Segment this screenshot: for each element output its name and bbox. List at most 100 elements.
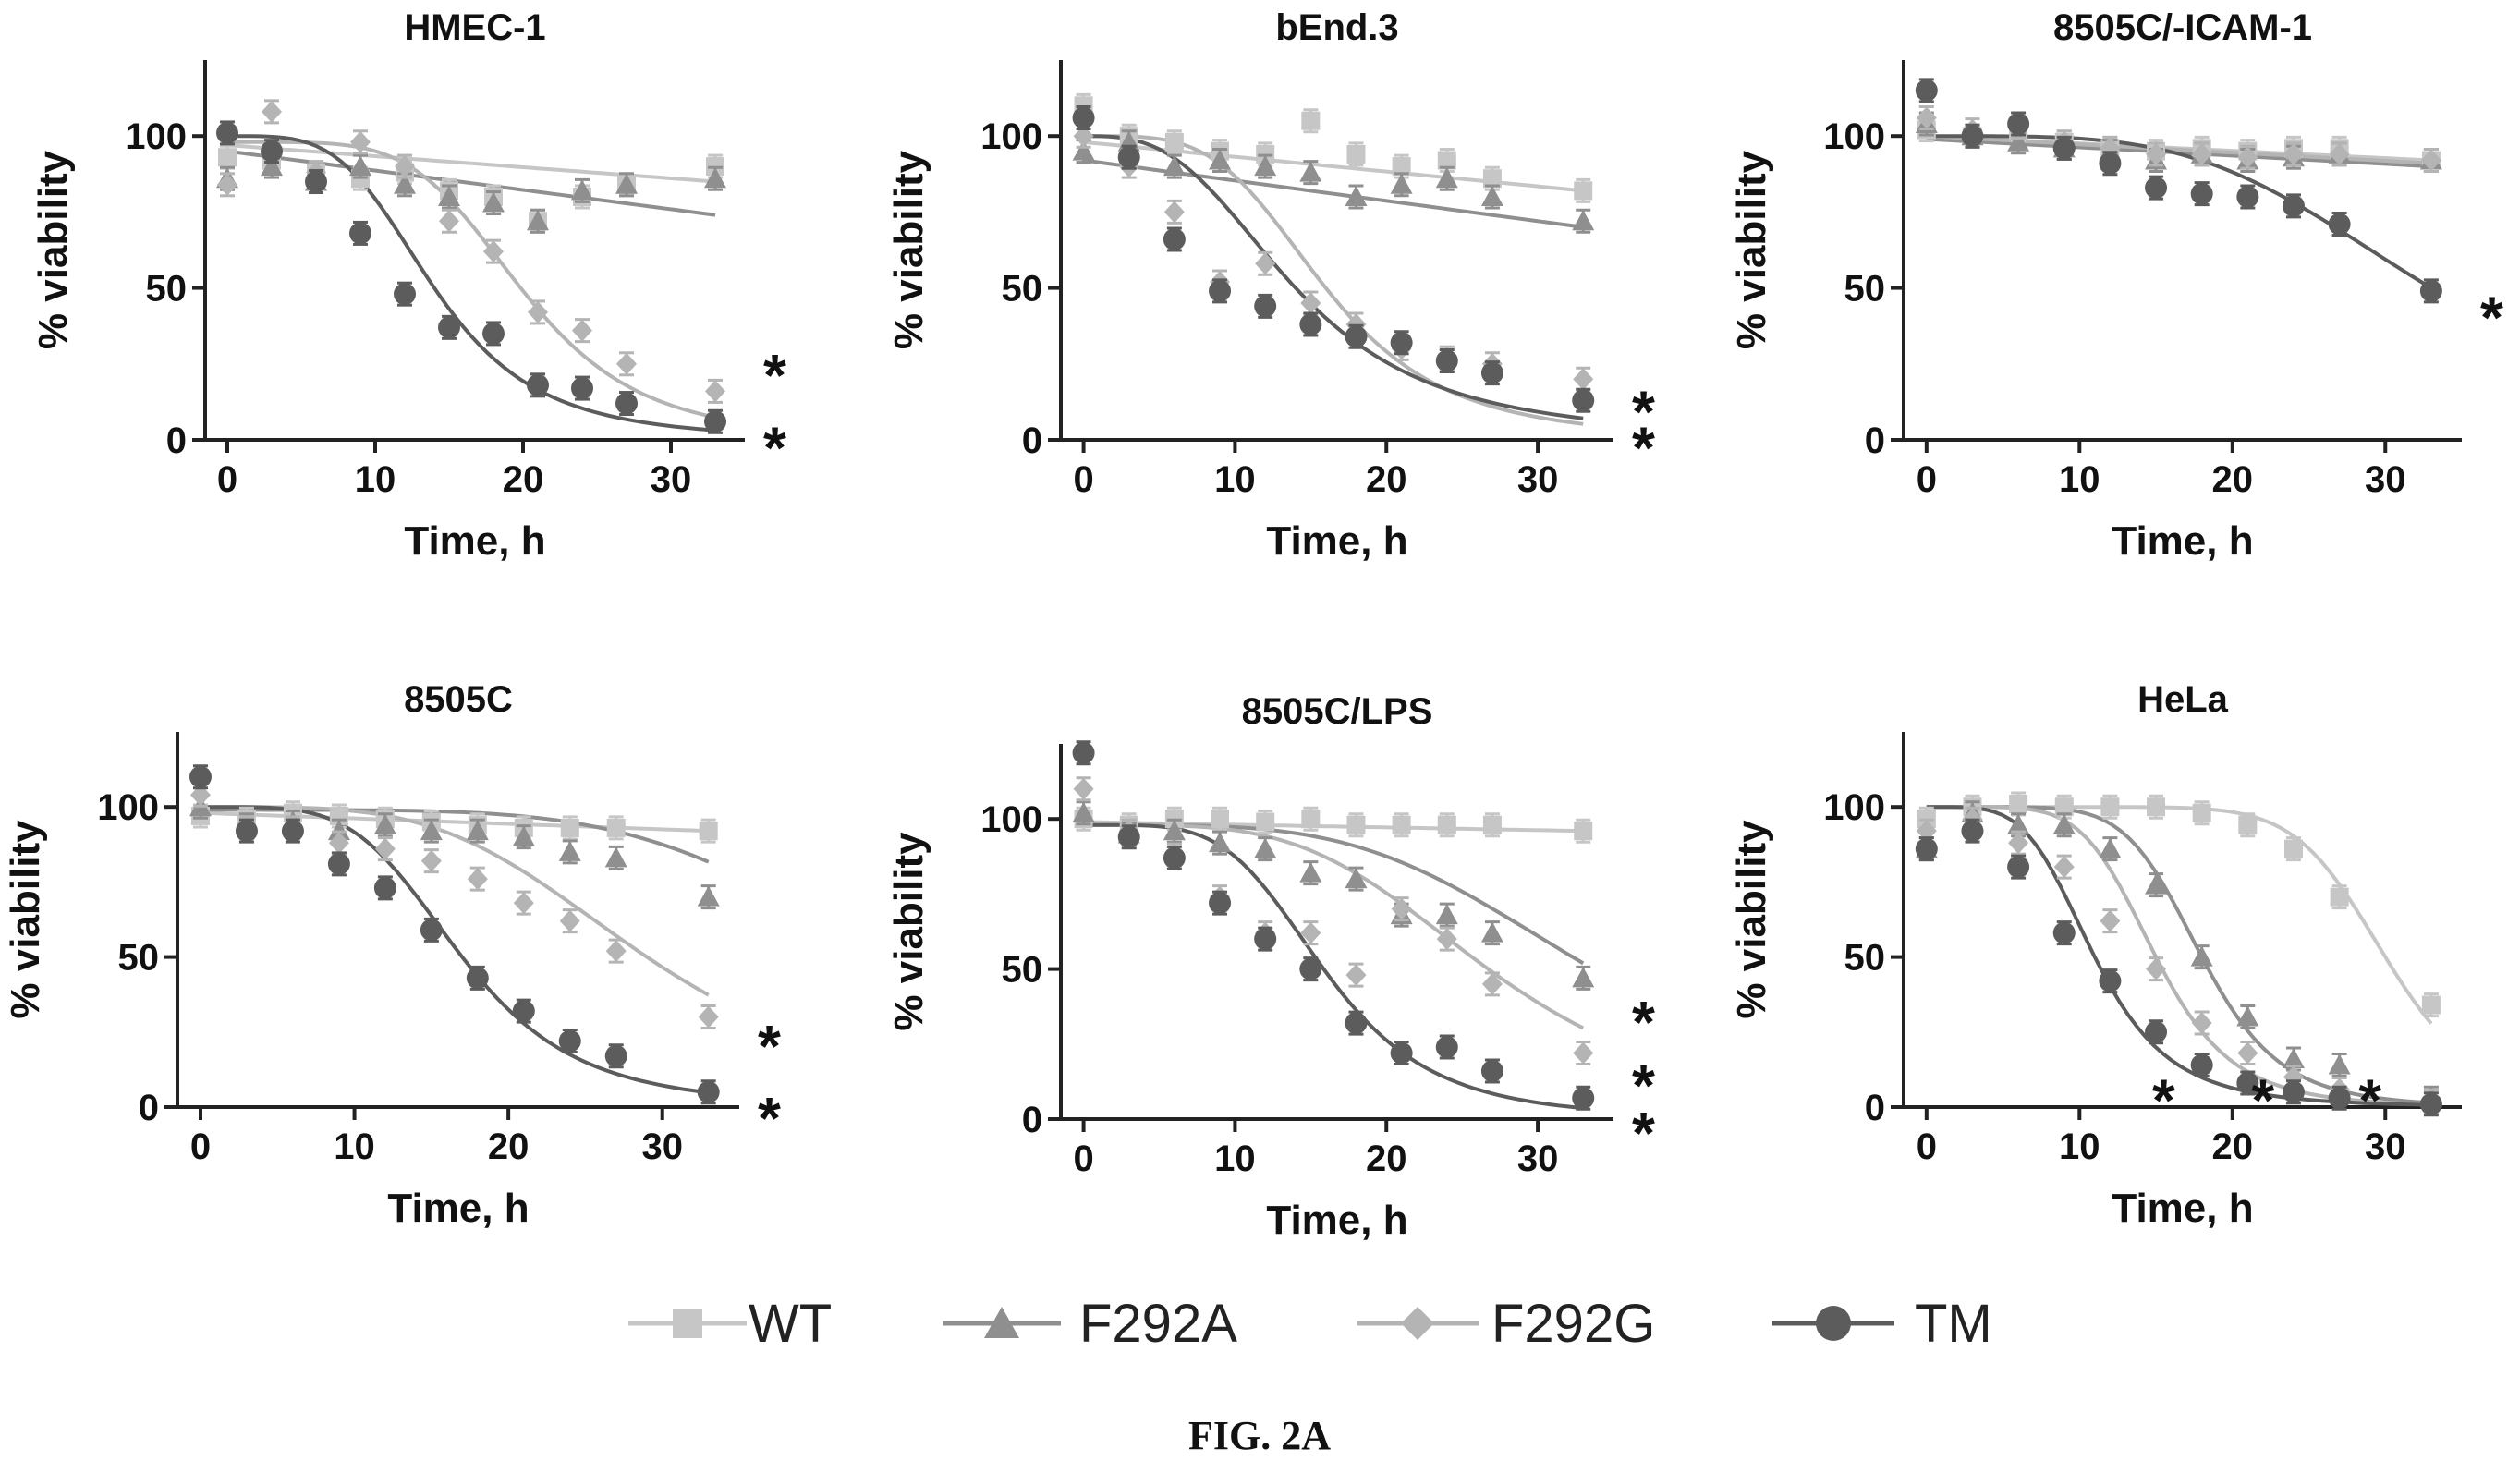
x-tick-label: 30 <box>1517 459 1559 500</box>
data-point-tm <box>420 919 443 942</box>
data-point-tm <box>438 316 460 339</box>
data-point-tm <box>1961 125 1984 148</box>
y-tick-label: 100 <box>1823 787 1885 828</box>
y-axis-label: % viability <box>1729 820 1774 1019</box>
significance-star: * <box>758 1085 781 1151</box>
data-point-f292a <box>327 820 350 841</box>
data-point-wt <box>1392 157 1411 177</box>
data-point-f292g <box>698 1005 719 1029</box>
y-tick-label: 50 <box>1844 269 1886 310</box>
data-point-tm <box>2190 1053 2213 1077</box>
significance-star: * <box>763 342 786 408</box>
data-point-f292g <box>1573 368 1594 391</box>
fit-curve-f292a <box>1926 805 2432 1105</box>
legend-label: F292A <box>1079 1294 1237 1354</box>
data-point-tm <box>2328 1087 2351 1110</box>
data-point-tm <box>1209 892 1232 915</box>
data-point-wt <box>1256 812 1275 832</box>
significance-star: * <box>2358 1067 2381 1134</box>
y-tick-label: 100 <box>980 799 1042 840</box>
data-point-f292g <box>528 300 548 323</box>
data-point-f292g <box>605 940 627 963</box>
legend: WT F292A F292G TM <box>628 1294 1992 1354</box>
data-point-f292a <box>1254 155 1277 177</box>
data-point-f292a <box>1163 820 1186 841</box>
data-point-f292g <box>559 909 580 932</box>
x-tick-label: 0 <box>1917 1126 1937 1167</box>
legend-marker-diamond <box>1401 1307 1434 1340</box>
data-point-tm <box>512 1000 535 1023</box>
fit-curve-f292g <box>1083 822 1585 1030</box>
y-axis-label: % viability <box>3 820 48 1019</box>
x-tick-label: 10 <box>2059 1126 2100 1167</box>
y-tick-label: 0 <box>139 1088 159 1128</box>
data-point-tm <box>2419 279 2442 302</box>
x-tick-label: 20 <box>1366 459 1407 500</box>
data-point-tm <box>1254 928 1277 951</box>
y-tick-label: 50 <box>118 938 160 979</box>
data-point-wt <box>1482 169 1502 189</box>
data-point-f292a <box>1480 921 1503 943</box>
data-point-f292g <box>1300 921 1321 944</box>
data-point-f292g <box>2237 1041 2258 1065</box>
data-point-f292a <box>1254 837 1277 858</box>
x-tick-label: 20 <box>503 459 544 500</box>
y-tick-label: 0 <box>1022 1100 1042 1140</box>
data-point-wt <box>2009 794 2028 813</box>
data-point-f292g <box>2329 142 2350 165</box>
data-point-tm <box>1480 361 1503 384</box>
data-point-f292a <box>1345 868 1368 889</box>
data-point-f292g <box>395 155 415 178</box>
y-tick-label: 50 <box>1844 938 1886 979</box>
data-point-tm <box>466 967 489 990</box>
data-point-f292g <box>2053 856 2075 879</box>
significance-star: * <box>1632 415 1655 481</box>
data-point-tm <box>1254 295 1277 318</box>
data-point-wt <box>1301 111 1321 130</box>
y-tick-label: 50 <box>146 269 188 310</box>
data-point-tm <box>327 852 350 875</box>
data-point-f292g <box>1255 252 1276 275</box>
data-point-f292g <box>1436 928 1457 951</box>
x-tick-label: 30 <box>1517 1138 1559 1179</box>
fit-curve-tm <box>1083 134 1584 420</box>
data-point-wt <box>1437 151 1456 170</box>
significance-star: * <box>1632 378 1655 444</box>
data-point-tm <box>1345 1012 1368 1035</box>
chart-panel: 8505C 0 50 100 0 10 20 30 Time, h % viability ** <box>3 679 781 1231</box>
x-tick-label: 10 <box>1214 459 1256 500</box>
fit-curve-f292g <box>1083 134 1584 426</box>
data-point-f292a <box>2328 1053 2351 1075</box>
data-point-f292g <box>1073 777 1094 800</box>
data-point-f292g <box>217 173 237 196</box>
chart-panel: bEnd.3 0 50 100 0 10 20 30 Time, h % viability ** <box>886 7 1655 564</box>
data-point-f292g <box>2237 146 2258 169</box>
data-point-tm <box>2145 1020 2168 1043</box>
data-point-tm <box>2190 182 2213 205</box>
data-point-wt <box>218 148 237 167</box>
data-point-wt <box>2054 797 2074 817</box>
data-point-f292a <box>349 155 371 177</box>
data-point-tm <box>1117 146 1140 169</box>
data-point-wt <box>1346 144 1366 164</box>
data-point-tm <box>1572 389 1595 412</box>
y-tick-label: 50 <box>1002 950 1043 991</box>
data-point-tm <box>1117 825 1140 848</box>
data-point-f292a <box>1572 210 1595 231</box>
x-tick-label: 20 <box>1366 1138 1407 1179</box>
x-axis-label: Time, h <box>2112 518 2253 564</box>
data-point-f292a <box>1209 832 1232 853</box>
data-point-tm <box>558 1029 581 1053</box>
y-tick-label: 0 <box>1865 1088 1885 1128</box>
data-point-f292g <box>572 319 592 342</box>
x-axis-label: Time, h <box>404 518 545 564</box>
x-tick-label: 10 <box>2059 459 2100 500</box>
data-point-f292g <box>2008 832 2029 855</box>
data-point-f292g <box>467 868 488 891</box>
data-point-tm <box>704 410 726 433</box>
y-axis-label: % viability <box>886 832 931 1031</box>
data-point-f292a <box>1163 155 1186 177</box>
data-point-wt <box>2192 803 2211 822</box>
data-point-tm <box>1915 79 1938 102</box>
